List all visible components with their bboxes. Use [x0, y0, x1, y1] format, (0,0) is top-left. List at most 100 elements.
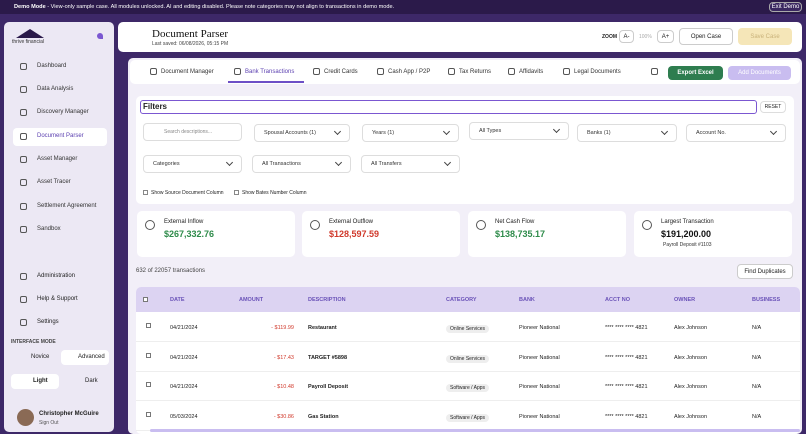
- nav-icon: [20, 179, 27, 186]
- theme-option[interactable]: Light: [33, 378, 48, 384]
- checkbox[interactable]: [143, 190, 148, 195]
- zoom-in[interactable]: A+: [657, 30, 674, 43]
- open-case[interactable]: Open Case: [679, 28, 733, 45]
- filter-dropdown[interactable]: Account No.: [686, 124, 786, 142]
- save-case[interactable]: Save Case: [738, 28, 792, 45]
- stat-card: [302, 211, 460, 257]
- mode-option[interactable]: Advanced: [78, 354, 105, 360]
- nav-icon: [20, 133, 27, 140]
- row-checkbox[interactable]: [146, 323, 151, 328]
- select-all[interactable]: [143, 297, 148, 302]
- cell: N/A: [752, 384, 762, 390]
- brand: thrive financial: [12, 39, 44, 45]
- checkbox-label: Show Source Document Column: [151, 190, 224, 196]
- reset[interactable]: RESET: [760, 101, 786, 113]
- stat-value: $138,735.17: [495, 229, 546, 239]
- stat-icon: [145, 220, 155, 230]
- nav-icon: [20, 109, 27, 116]
- sign-out[interactable]: Sign Out: [39, 420, 59, 426]
- tab-underline: [228, 81, 304, 83]
- nav-item[interactable]: Settings: [37, 319, 59, 325]
- filter-dropdown[interactable]: Years (1): [362, 124, 459, 142]
- pin-icon: [97, 33, 103, 39]
- filter-dropdown[interactable]: Categories: [143, 155, 242, 173]
- tab[interactable]: Tax Returns: [459, 69, 492, 75]
- cell: Online Services: [446, 354, 490, 363]
- cell: Pioneer National: [519, 384, 560, 390]
- row-divider: [136, 370, 800, 372]
- tab[interactable]: Cash App / P2P: [388, 69, 431, 75]
- find-duplicates[interactable]: Find Duplicates: [737, 264, 793, 279]
- export-excel[interactable]: Export Excel: [668, 66, 723, 80]
- stat-icon: [642, 220, 652, 230]
- filter-dropdown[interactable]: All Transactions: [252, 155, 351, 173]
- zoom-out[interactable]: A-: [619, 30, 634, 43]
- cell: Gas Station: [308, 413, 339, 420]
- cell: Pioneer National: [519, 413, 560, 420]
- tab[interactable]: Credit Cards: [324, 69, 358, 75]
- tab[interactable]: Document Manager: [161, 69, 214, 75]
- nav-item[interactable]: Settlement Agreement: [37, 203, 97, 209]
- mode-option[interactable]: Novice: [31, 354, 50, 360]
- nav-active: [13, 128, 107, 146]
- exit-demo[interactable]: Exit Demo: [769, 2, 802, 12]
- nav-item[interactable]: Dashboard: [37, 63, 67, 69]
- last-saved: Last saved: 06/08/2026, 05:15 PM: [152, 41, 229, 47]
- nav-item[interactable]: Asset Tracer: [37, 179, 71, 185]
- cell: - $119.99: [271, 325, 294, 331]
- cell: Payroll Deposit: [308, 384, 349, 390]
- row-checkbox[interactable]: [146, 382, 151, 387]
- row-checkbox[interactable]: [146, 411, 151, 417]
- tab[interactable]: Legal Documents: [574, 69, 621, 75]
- banner-label: Demo Mode: [14, 4, 46, 10]
- cell: N/A: [752, 325, 762, 331]
- stat-label: Largest Transaction: [661, 219, 714, 225]
- filter-dropdown[interactable]: All Transfers: [361, 155, 460, 173]
- tab-icon: [563, 68, 570, 75]
- stat-value: $191,200.00: [661, 229, 712, 239]
- add-documents[interactable]: Add Documents: [728, 66, 791, 80]
- nav-item[interactable]: Help & Support: [37, 296, 78, 302]
- nav-item[interactable]: Data Analysis: [37, 86, 74, 92]
- filter-dropdown[interactable]: All Types: [469, 122, 569, 140]
- zoom-value: 100%: [639, 34, 652, 40]
- tab[interactable]: Affidavits: [519, 69, 544, 75]
- nav-item[interactable]: Document Parser: [37, 133, 84, 139]
- filter-dropdown[interactable]: Spousal Accounts (1): [254, 124, 350, 142]
- cell: Pioneer National: [519, 325, 560, 331]
- stat-card: [468, 211, 626, 257]
- column-header[interactable]: ACCT NO: [605, 297, 631, 303]
- column-header[interactable]: OWNER: [674, 297, 696, 303]
- tab[interactable]: Bank Transactions: [245, 69, 295, 75]
- column-header[interactable]: CATEGORY: [446, 297, 477, 303]
- column-header[interactable]: AMOUNT: [239, 297, 264, 303]
- checkbox[interactable]: [234, 190, 239, 195]
- theme-light-bg: [11, 374, 59, 389]
- column-header[interactable]: DATE: [170, 297, 185, 303]
- cell: TARGET #5898: [308, 354, 348, 361]
- cell: **** **** **** 4821: [605, 413, 648, 420]
- filter-dropdown[interactable]: Banks (1): [577, 124, 677, 142]
- column-header[interactable]: BANK: [519, 297, 535, 303]
- page-title: Document Parser: [152, 28, 229, 40]
- nav-item[interactable]: Asset Manager: [37, 156, 78, 162]
- cell: 04/21/2024: [170, 384, 198, 390]
- nav-icon: [20, 86, 27, 93]
- cell: Alex Johnson: [674, 325, 708, 331]
- stat-label: Net Cash Flow: [495, 219, 535, 225]
- theme-option[interactable]: Dark: [85, 378, 98, 384]
- stat-icon: [476, 220, 486, 230]
- column-header[interactable]: BUSINESS: [752, 297, 781, 303]
- row-divider: [136, 341, 800, 342]
- cell: Pioneer National: [519, 354, 560, 361]
- transaction-count: 632 of 22057 transactions: [136, 268, 206, 274]
- nav-item[interactable]: Discovery Manager: [37, 109, 89, 115]
- nav-item[interactable]: Sandbox: [37, 226, 61, 232]
- nav-item[interactable]: Administration: [37, 273, 76, 279]
- logo-mark: [16, 29, 44, 38]
- cell: Restaurant: [308, 325, 337, 331]
- stat-note: Payroll Deposit #1103: [663, 242, 712, 248]
- column-header[interactable]: DESCRIPTION: [308, 297, 346, 303]
- row-checkbox[interactable]: [146, 352, 151, 358]
